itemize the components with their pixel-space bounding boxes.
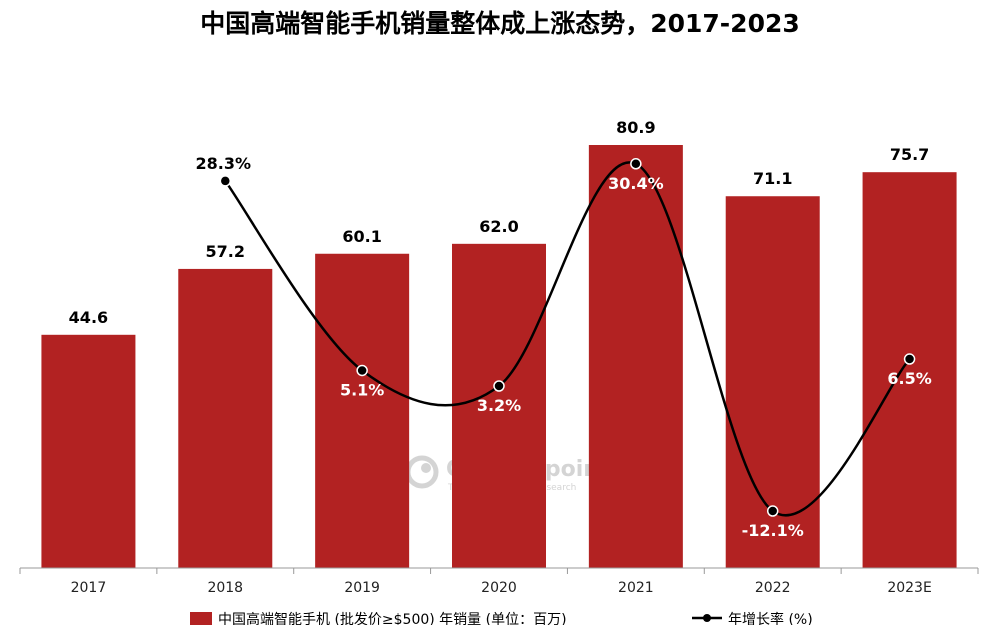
growth-point-2020 [493,380,505,392]
x-tick-label-2019: 2019 [344,580,380,596]
growth-point-2022 [766,505,779,517]
bar-value-label-2019: 60.1 [342,227,381,246]
watermark-logo-dot-icon [421,463,431,473]
bar-2017 [41,334,136,568]
bar-2020 [452,243,546,568]
growth-label-2022: -12.1% [742,521,804,540]
growth-label-2023E: 6.5% [887,369,931,388]
growth-point-2023E [903,353,916,365]
bar-2023E [862,172,957,568]
bar-value-label-2020: 62.0 [479,217,518,236]
legend-bar-label: 中国高端智能手机 (批发价≥$500) 年销量 (单位：百万) [218,611,567,625]
legend-bar-swatch [190,612,212,625]
x-tick-label-2021: 2021 [618,580,654,596]
legend-line-label: 年增长率 (%) [728,611,813,625]
growth-point-2019 [356,364,368,377]
growth-rate-line [224,161,911,517]
bar-2019 [315,253,410,569]
legend-line-marker [703,614,711,622]
x-tick-label-2020: 2020 [481,580,517,596]
bar-value-label-2018: 57.2 [206,242,245,261]
legend: 中国高端智能手机 (批发价≥$500) 年销量 (单位：百万) 年增长率 (%) [190,611,813,625]
growth-label-2018: 28.3% [196,154,252,173]
x-tick-label-2017: 2017 [71,580,107,596]
bar-value-label-2021: 80.9 [616,118,655,137]
watermark-logo-icon [405,455,439,489]
bar-value-label-2023E: 75.7 [890,145,929,164]
growth-label-2019: 5.1% [340,380,384,399]
growth-point-2018 [219,175,232,187]
growth-point-2021 [630,158,642,170]
bar-value-label-2022: 71.1 [753,169,792,188]
x-tick-label-2018: 2018 [207,580,243,596]
growth-label-2020: 3.2% [477,396,521,415]
x-tick-label-2023E: 2023E [887,580,931,596]
x-tick-label-2022: 2022 [755,580,791,596]
bar-value-label-2017: 44.6 [69,308,108,327]
growth-label-2021: 30.4% [608,174,664,193]
bar-2021 [588,145,683,568]
bar-2018 [178,268,273,568]
chart-title: 中国高端智能手机销量整体成上涨态势，2017-2023 [200,9,800,38]
